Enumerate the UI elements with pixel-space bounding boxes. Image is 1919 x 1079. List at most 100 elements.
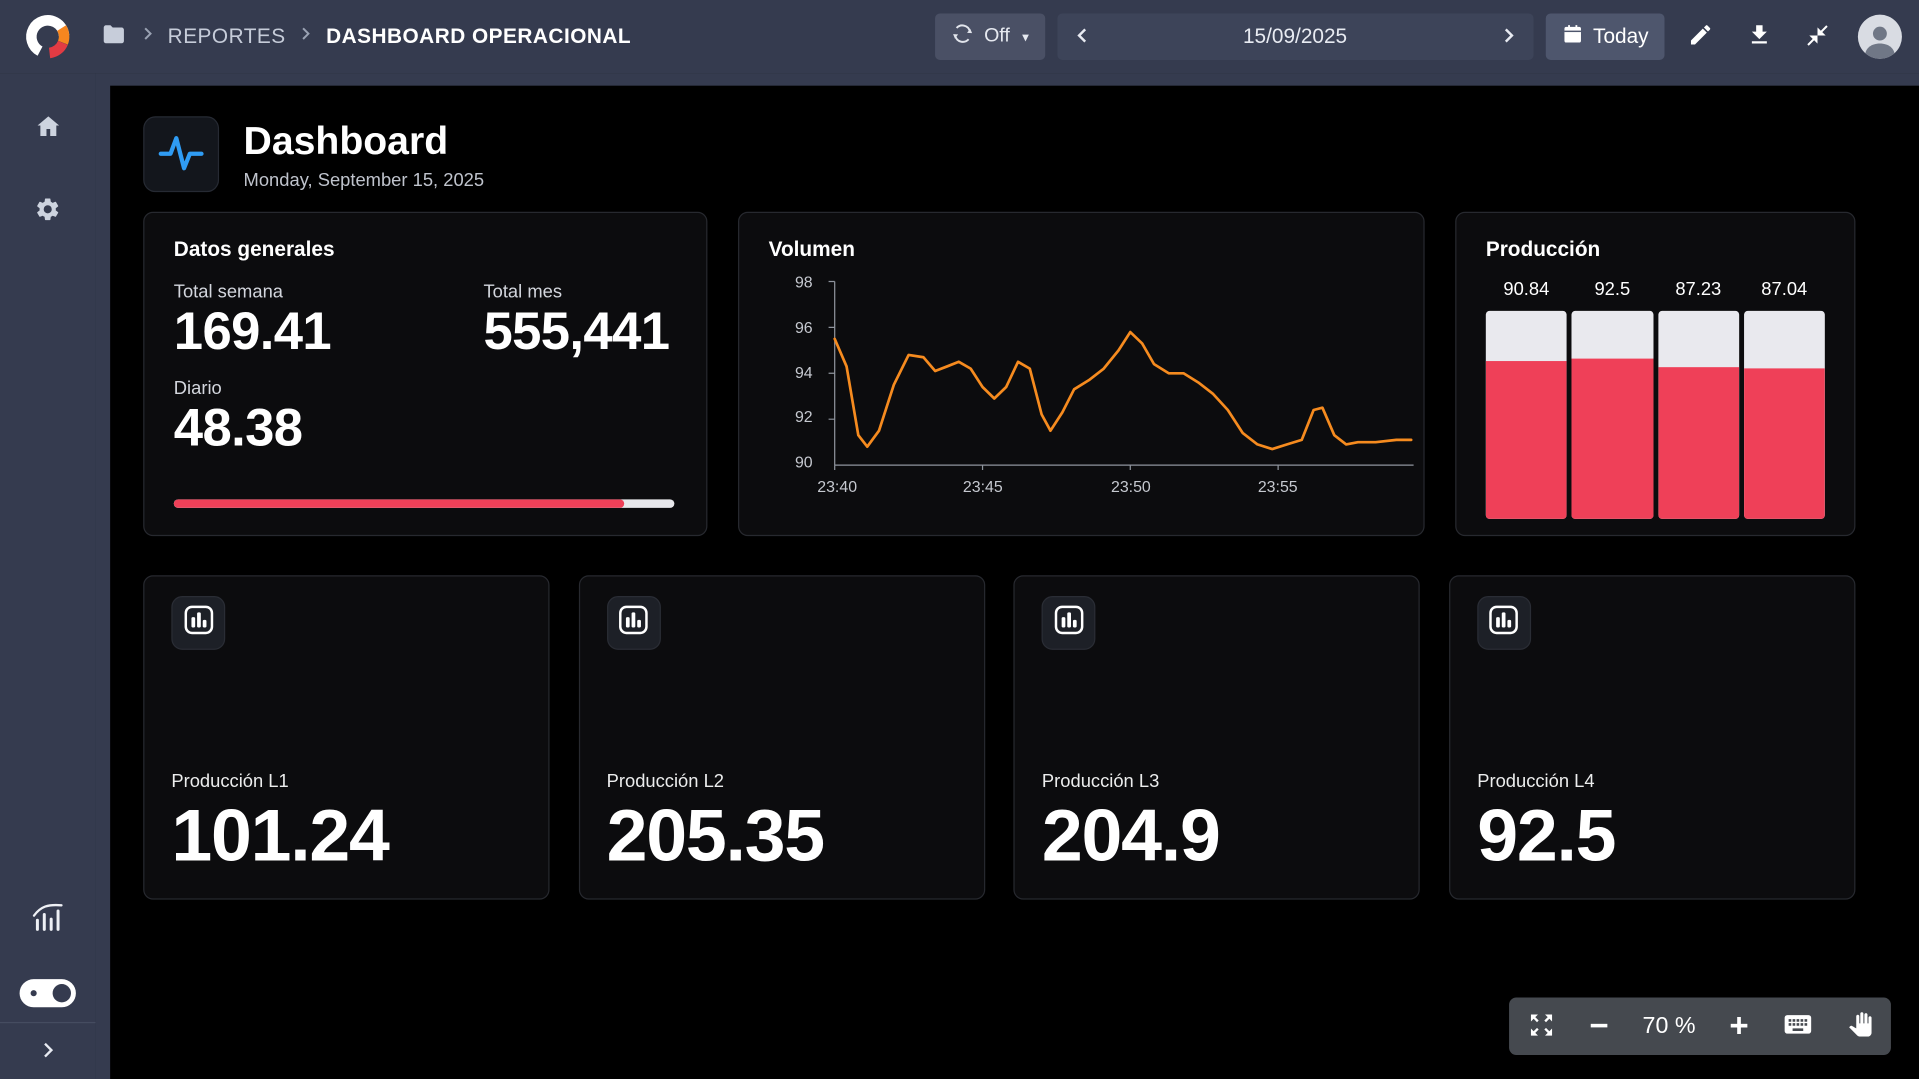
zoom-out-button[interactable]: − [1589,1009,1608,1043]
volumen-card: Volumen 98 96 94 92 90 [738,211,1425,537]
zoom-in-icon: + [1729,1007,1749,1044]
sidebar-top [26,105,69,234]
bar-gauge-fill [1571,358,1653,519]
date-display[interactable]: 15/09/2025 [1242,24,1348,48]
kpi-icon-tile [1041,596,1096,650]
y-tick: 92 [794,407,813,427]
zoom-toolbar: − 70 % + [1509,997,1891,1056]
kpi-card-produccion-l1: Producción L1 101.24 [143,575,550,900]
kpi-icon-tile [171,596,226,650]
brand-logo[interactable] [22,11,73,62]
sidebar-expand-chevron-icon [37,1038,59,1064]
pan-hand-icon [1848,1012,1872,1040]
kpi-cards-row: Producción L1 101.24 Producción L2 205.3… [143,575,1856,900]
toggle-dot [30,990,37,997]
sidebar-item-settings[interactable] [27,188,69,233]
x-tick: 23:50 [1110,477,1151,496]
folder-icon[interactable] [100,20,127,53]
dashboard-title-block: Dashboard Monday, September 15, 2025 [244,118,485,190]
refresh-icon [951,22,974,51]
breadcrumb-item-reportes[interactable]: REPORTES [167,24,286,48]
metric-label: Diario [173,378,222,400]
metric-value: 48.38 [173,399,303,458]
kpi-card-produccion-l3: Producción L3 204.9 [1013,575,1421,900]
bar-gauge-fill [1743,368,1825,519]
user-avatar[interactable] [1857,14,1902,59]
zoom-out-map-icon [1527,1010,1555,1042]
download-icon [1746,22,1772,51]
y-tick: 98 [794,272,813,292]
pan-mode-button[interactable] [1848,1012,1872,1040]
refresh-interval-label: Off [984,25,1010,47]
page-subtitle: Monday, September 15, 2025 [243,169,485,191]
refresh-interval-button[interactable]: Off ▾ [935,13,1045,60]
kpi-label: Producción L1 [171,771,289,792]
metric-label: Total mes [483,281,563,303]
kpi-icon-tile [1477,596,1532,650]
exit-fullscreen-button[interactable] [1794,13,1841,60]
top-cards-row: Datos generales Total semana 169.41 Tota… [143,211,1856,537]
toggle-knob [52,984,71,1003]
collapse-icon [1805,23,1829,51]
metric-value: 555,441 [483,302,670,362]
theme-toggle[interactable] [19,979,76,1008]
brand-logo-icon [26,15,70,59]
y-tick: 96 [794,317,813,337]
y-axis-labels: 98 96 94 92 90 [769,273,813,471]
kpi-card-produccion-l4: Producción L4 92.5 [1449,575,1856,900]
x-tick: 23:55 [1257,477,1298,496]
date-prev-button[interactable] [1057,13,1108,60]
breadcrumb-item-current: DASHBOARD OPERACIONAL [326,24,632,48]
sidebar-item-analytics[interactable] [22,892,73,947]
sidebar-item-home[interactable] [26,105,69,152]
topbar: REPORTES DASHBOARD OPERACIONAL Off ▾ [0,0,1919,74]
gear-icon [34,196,61,227]
metric-value: 169.41 [173,302,332,362]
pencil-icon [1687,22,1713,51]
keyboard-shortcuts-button[interactable] [1782,1008,1814,1043]
metric-total-mes: Total mes 555,441 [483,281,676,361]
x-axis-labels: 23:40 23:45 23:50 23:55 [817,477,1416,499]
date-next-button[interactable] [1482,13,1533,60]
caret-down-icon: ▾ [1022,29,1029,45]
bar-value-label: 87.23 [1675,279,1722,300]
breadcrumb: REPORTES DASHBOARD OPERACIONAL [100,20,631,53]
bar-gauge [1743,310,1825,519]
bar-gauge [1571,310,1653,519]
produccion-bars [1485,310,1825,519]
metric-label: Total semana [173,281,283,303]
y-tick: 90 [794,452,813,472]
kpi-card-produccion-l2: Producción L2 205.35 [578,575,985,900]
bar-gauge-fill [1657,367,1739,519]
bar-gauge-fill [1485,361,1567,519]
home-icon [34,113,62,145]
fit-view-button[interactable] [1527,1010,1555,1042]
diario-progress-fill [173,499,625,508]
today-button[interactable]: Today [1545,13,1665,60]
calendar-icon [1561,23,1583,51]
bar-chart-icon [1488,603,1521,642]
chevron-left-icon [1070,23,1094,51]
sidebar-expand-button[interactable] [29,1031,66,1071]
download-button[interactable] [1735,13,1782,60]
date-navigator: 15/09/2025 [1056,13,1534,60]
volumen-chart-svg [828,280,1414,470]
y-tick: 94 [794,362,813,382]
kpi-value: 101.24 [171,794,389,877]
sidebar-footer [0,1021,96,1079]
metric-diario: Diario 48.38 [174,378,484,458]
diario-progress-bar [173,499,675,508]
edit-dashboard-button[interactable] [1677,13,1724,60]
bar-chart-icon [1052,603,1085,642]
chevron-right-icon [1495,23,1519,51]
keyboard-icon [1782,1008,1814,1043]
card-title: Datos generales [173,237,335,261]
dashboard-header: Dashboard Monday, September 15, 2025 [143,116,1919,193]
person-icon [1865,26,1895,59]
topbar-actions: Off ▾ 15/09/2025 [935,13,1902,60]
metrics-grid: Total semana 169.41 Total mes 555,441 Di… [174,281,677,458]
zoom-in-button[interactable]: + [1729,1007,1749,1044]
bar-value-label: 87.04 [1761,279,1808,300]
kpi-label: Producción L3 [1041,771,1160,792]
